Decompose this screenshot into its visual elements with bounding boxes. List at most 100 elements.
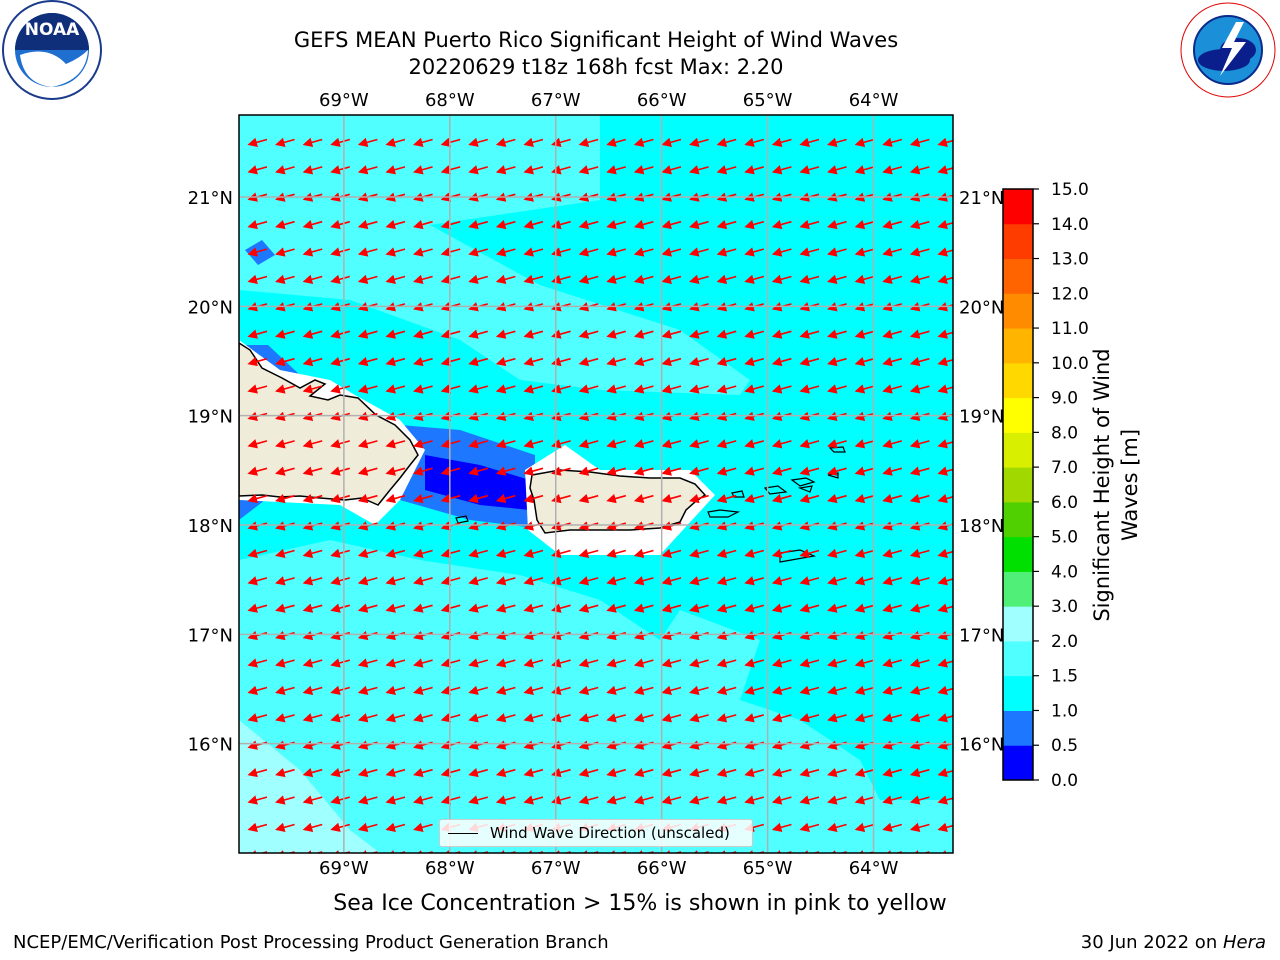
colorbar-segment [1003,293,1033,329]
wave-arrow [495,795,516,805]
wave-arrow [357,630,378,641]
wave-arrow [909,493,930,504]
wave-arrow [606,603,627,613]
wave-arrow [633,493,654,504]
wave-arrow [302,767,323,778]
wave-arrow [716,384,737,394]
lat-label: 20°N [188,297,233,318]
wave-arrow [357,247,378,257]
wave-arrow [771,247,792,257]
wave-arrow [440,384,461,394]
wave-arrow [854,576,875,586]
wave-arrow [413,247,433,257]
lon-labels-top: 69°W 68°W 67°W 66°W 65°W 64°W [319,90,899,111]
wave-arrow [440,356,461,367]
wave-arrow [909,274,930,284]
wave-arrow [495,576,516,586]
wave-arrow [495,548,516,558]
wave-arrow [771,713,792,723]
wave-arrow [330,439,351,449]
wave-arrow [882,137,903,147]
wave-arrow [937,548,953,558]
wave-arrow [633,274,654,284]
wave-arrow [689,685,709,695]
wave-arrow [827,439,847,449]
wave-band-2-0-sw [239,720,380,853]
wave-arrow [689,384,709,394]
vieques-island [707,509,741,518]
wave-arrow [385,685,406,695]
wave-arrow [744,767,765,778]
wave-arrow [468,165,489,175]
wave-arrow [909,713,930,723]
wave-arrow [606,548,627,558]
wave-arrow [689,658,709,668]
wave-arrow [578,576,599,586]
wave-arrow [854,356,875,367]
colorbar-segment [1003,571,1033,607]
wave-arrow [495,466,516,476]
footer-host: Hera [1222,932,1266,953]
wave-arrow [882,356,903,367]
wave-arrow [302,795,323,805]
wave-arrow [302,137,323,147]
wave-arrow [827,767,847,778]
lon-label: 67°W [531,90,581,111]
wave-arrow [744,439,765,449]
lat-label: 21°N [188,188,233,209]
wave-arrow [827,219,847,230]
wave-arrow [302,165,323,175]
wave-arrow [909,137,930,147]
wave-arrow [247,219,268,230]
wave-arrow [633,630,654,641]
wave-arrow [827,658,847,668]
wave-arrow [937,822,953,832]
wave-arrow [771,603,792,613]
wave-arrow [302,439,323,449]
wave-arrow [771,795,792,805]
wave-arrow [882,274,903,284]
wave-arrow [689,713,709,723]
wave-arrow [468,356,489,367]
wave-arrow [357,219,378,230]
wave-arrow [799,576,820,586]
wave-arrow [799,603,820,613]
wave-arrow [275,466,295,476]
wave-arrow [385,219,406,230]
wave-arrow [385,466,406,476]
footer-date: 30 Jun 2022 on Hera [1081,932,1266,953]
wave-arrow [799,356,820,367]
wave-arrow [661,466,682,476]
wave-arrow [937,658,953,668]
wave-arrow [247,576,268,586]
colorbar-tick-label: 1.0 [1051,701,1078,721]
wave-arrow [385,329,406,339]
wave-arrow [689,329,709,339]
wave-arrow [385,603,406,613]
wave-arrow [302,576,323,586]
wave-arrow [413,274,433,284]
wave-arrow [937,274,953,284]
colorbar-segment [1003,710,1033,746]
noaa-logo: NOAA [2,0,102,100]
wave-arrow [689,219,709,230]
lon-label: 69°W [319,858,369,879]
wave-arrow [330,658,351,668]
map-frame [238,114,954,854]
wave-arrow [937,795,953,805]
colorbar-tick-label: 11.0 [1051,319,1089,339]
wave-arrow [827,548,847,558]
wave-arrow [385,356,406,367]
wave-arrow [275,274,295,284]
mona-island [455,515,469,524]
lat-label: 16°N [959,735,1004,756]
colorbar-segment [1003,640,1033,677]
wave-arrow [413,822,433,832]
wave-arrow [468,329,489,339]
wave-arrow [440,493,461,504]
map-panel [239,115,953,853]
wave-arrow [771,630,792,641]
wave-arrow [689,767,709,778]
wave-arrow [716,493,737,504]
wave-arrow [827,630,847,641]
